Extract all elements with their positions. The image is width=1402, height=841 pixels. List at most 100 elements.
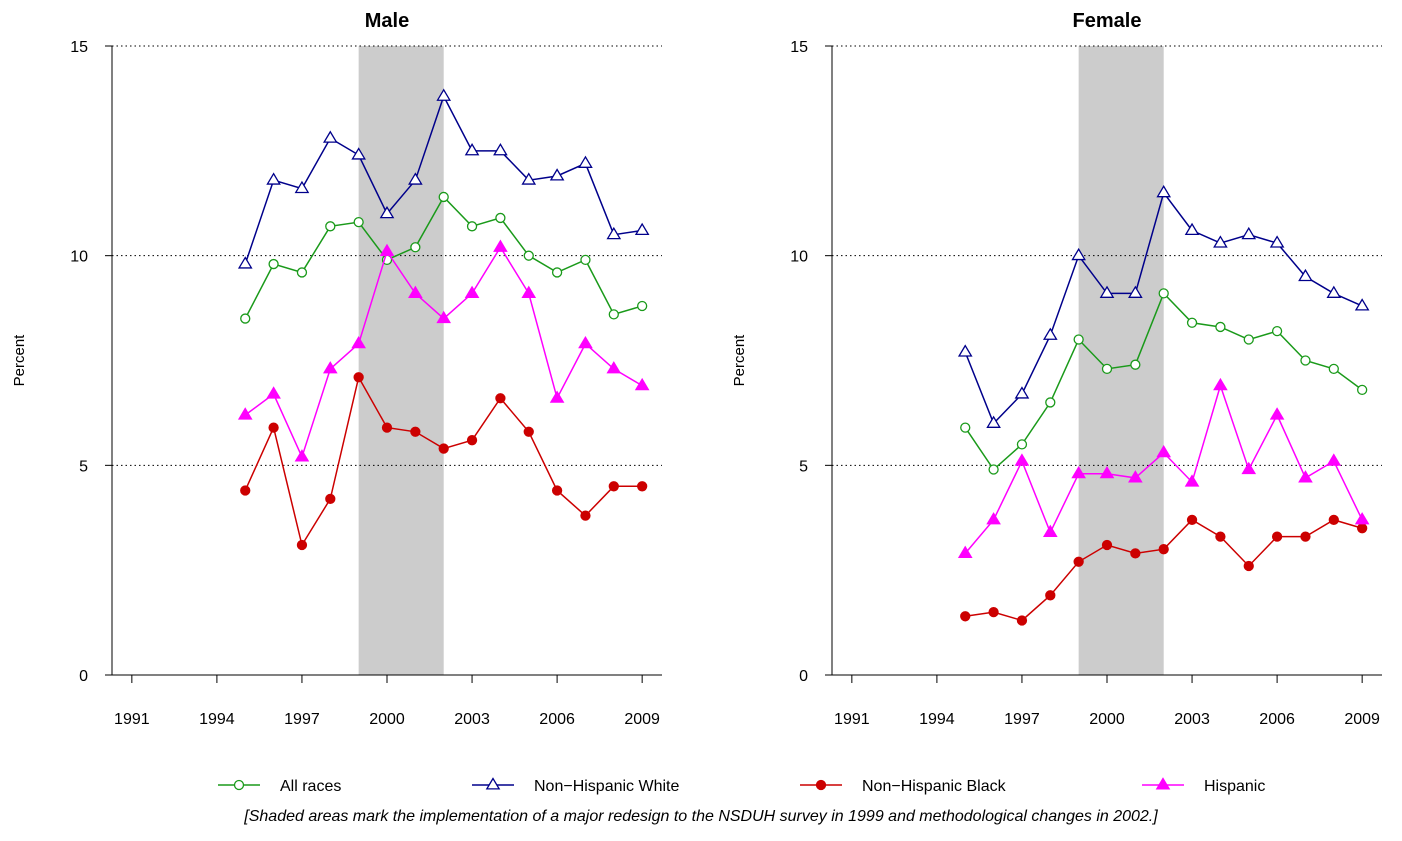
data-point [580, 254, 591, 266]
series-line [244, 245, 643, 460]
data-point [1357, 384, 1368, 396]
data-point [1101, 539, 1113, 551]
data-point [493, 143, 508, 156]
data-point [1213, 235, 1228, 248]
data-point [608, 481, 619, 492]
legend-label: Hispanic [1204, 778, 1265, 795]
data-point [523, 426, 534, 437]
x-tick-label: 2009 [1344, 711, 1380, 728]
legend-marker [1155, 777, 1171, 790]
data-point [1042, 524, 1058, 537]
data-point [1215, 321, 1226, 333]
series-non-hispanic-white [957, 184, 1370, 428]
legend-marker [815, 779, 827, 791]
y-tick-label: 0 [79, 668, 88, 685]
x-tick-label: 1997 [284, 711, 320, 728]
data-point [464, 143, 480, 156]
series-non-hispanic-black [960, 514, 1368, 626]
x-tick-label: 2003 [454, 711, 490, 728]
data-point [266, 172, 281, 185]
data-point [1071, 465, 1086, 479]
data-point [986, 512, 1001, 525]
legend-item-non-hispanic-white: Non−Hispanic White [472, 777, 680, 795]
data-point [1184, 474, 1200, 487]
data-point [268, 258, 279, 270]
y-axis-label: Percent [731, 334, 748, 387]
x-tick-label: 1991 [834, 711, 870, 728]
data-point [493, 239, 508, 252]
data-point [296, 539, 308, 551]
data-point [379, 243, 395, 257]
data-point [1298, 268, 1313, 282]
data-point [608, 309, 619, 320]
y-tick-label: 10 [70, 249, 88, 266]
legend-item-non-hispanic-black: Non−Hispanic Black [800, 778, 1007, 795]
data-point [551, 485, 563, 496]
data-point [1328, 514, 1339, 525]
legend-item-hispanic: Hispanic [1142, 777, 1265, 795]
x-tick-label: 1994 [919, 711, 955, 728]
y-tick-label: 5 [79, 458, 88, 475]
chart-title: Male [365, 10, 409, 32]
data-point [1156, 184, 1172, 198]
data-point [957, 545, 973, 558]
data-point [1156, 444, 1172, 458]
data-point [351, 335, 366, 349]
legend-label: All races [280, 778, 341, 795]
data-point [1099, 465, 1115, 479]
data-point [240, 485, 251, 496]
data-point [353, 372, 364, 383]
data-point [351, 147, 366, 160]
data-point [294, 449, 310, 462]
shaded-region [358, 46, 444, 675]
data-point [410, 426, 421, 437]
data-point [495, 393, 506, 404]
data-point [1158, 544, 1169, 555]
data-point [1271, 531, 1283, 542]
data-point [521, 172, 537, 185]
data-point [410, 242, 421, 253]
legend-marker [485, 777, 501, 790]
data-point [1130, 548, 1141, 559]
data-point [988, 464, 999, 475]
legend-marker [233, 779, 245, 791]
series-non-hispanic-black [240, 372, 648, 551]
data-point [294, 180, 310, 194]
data-point [1071, 247, 1086, 261]
x-tick-label: 2006 [539, 711, 575, 728]
data-point [1241, 461, 1257, 475]
x-tick-label: 1991 [114, 711, 150, 728]
y-tick-label: 15 [70, 39, 88, 56]
data-point [1128, 285, 1143, 298]
data-point [1269, 235, 1285, 248]
data-point [325, 221, 336, 232]
data-point [1186, 514, 1198, 525]
data-point [988, 606, 999, 618]
data-point [379, 205, 395, 219]
data-point [464, 285, 480, 298]
series-hispanic [237, 239, 650, 462]
data-point [240, 313, 251, 324]
footnote: [Shaded areas mark the implementation of… [244, 808, 1158, 825]
data-point [322, 361, 338, 374]
y-tick-label: 0 [799, 668, 808, 685]
data-point [1354, 298, 1370, 311]
data-point [986, 415, 1001, 428]
x-tick-label: 1994 [199, 711, 235, 728]
y-tick-label: 10 [790, 249, 808, 266]
legend-item-all-races: All races [218, 778, 341, 795]
data-point [268, 422, 279, 433]
data-point [1357, 523, 1368, 534]
male-panel: 0 5 10 15 1991 1994 1997 2000 2003 2006 2009 Male Pe… [11, 10, 662, 728]
data-point [637, 300, 648, 312]
series-hispanic [957, 377, 1370, 558]
data-point [1186, 317, 1198, 328]
data-point [1045, 397, 1056, 408]
data-point [1014, 453, 1030, 466]
data-point [466, 435, 478, 446]
data-point [495, 212, 506, 224]
data-point [1184, 222, 1200, 236]
series-all-races [960, 288, 1368, 475]
female-panel: 0 5 10 15 1991 1994 1997 2000 2003 2006 2009 Female… [731, 10, 1382, 728]
data-point [551, 267, 563, 278]
